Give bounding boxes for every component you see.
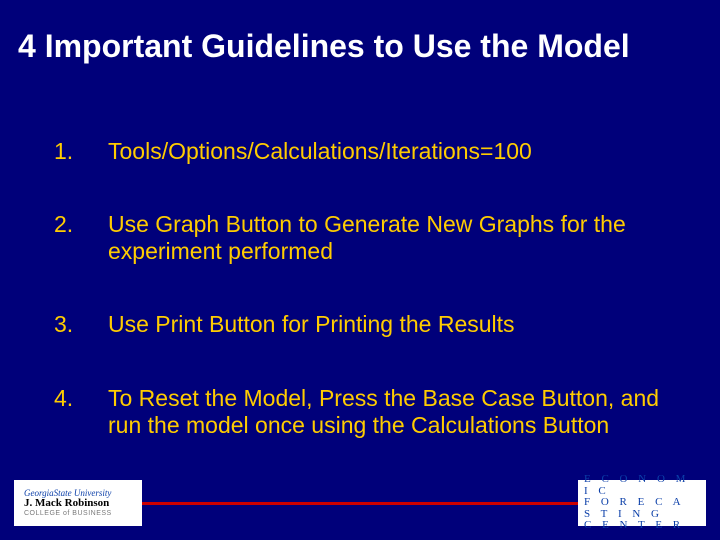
footer-rule — [142, 502, 578, 505]
logo-left: GeorgiaState University J. Mack Robinson… — [14, 480, 142, 526]
list-item-number: 4. — [54, 385, 108, 412]
guidelines-list: 1. Tools/Options/Calculations/Iterations… — [54, 138, 664, 439]
slide-title: 4 Important Guidelines to Use the Model — [18, 28, 630, 65]
logo-right-line: C E N T E R — [584, 520, 684, 532]
logo-left-line3: COLLEGE of BUSINESS — [24, 510, 132, 517]
list-item-number: 3. — [54, 311, 108, 338]
list-item-text: Tools/Options/Calculations/Iterations=10… — [108, 138, 664, 165]
slide: 4 Important Guidelines to Use the Model … — [0, 0, 720, 540]
list-item-text: Use Print Button for Printing the Result… — [108, 311, 664, 338]
list-item: 2. Use Graph Button to Generate New Grap… — [54, 211, 664, 265]
logo-right: E C O N O M I C F O R E C A S T I N G C … — [578, 480, 706, 526]
logo-right-line: F O R E C A S T I N G — [584, 497, 700, 520]
list-item-number: 1. — [54, 138, 108, 165]
list-item: 4. To Reset the Model, Press the Base Ca… — [54, 385, 664, 439]
list-item-text: To Reset the Model, Press the Base Case … — [108, 385, 664, 439]
logo-left-line2: J. Mack Robinson — [24, 498, 132, 510]
logo-right-line: E C O N O M I C — [584, 474, 700, 497]
list-item-text: Use Graph Button to Generate New Graphs … — [108, 211, 664, 265]
list-item: 1. Tools/Options/Calculations/Iterations… — [54, 138, 664, 165]
list-item-number: 2. — [54, 211, 108, 238]
list-item: 3. Use Print Button for Printing the Res… — [54, 311, 664, 338]
footer: GeorgiaState University J. Mack Robinson… — [14, 480, 706, 526]
